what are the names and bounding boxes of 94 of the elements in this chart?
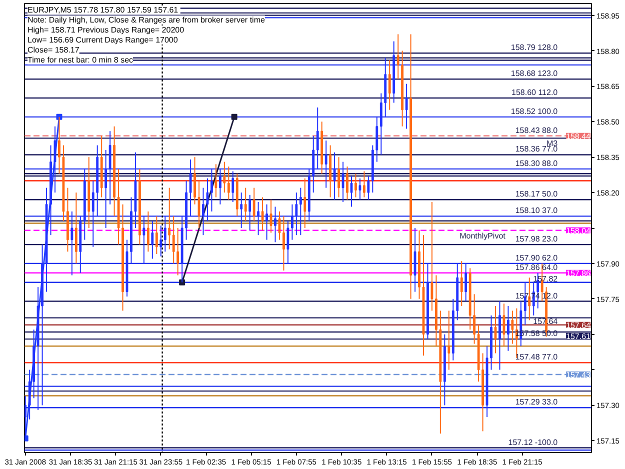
candlestick <box>494 305 497 354</box>
candlestick <box>189 158 192 217</box>
candlestick <box>354 173 357 198</box>
chart-title: EURJPY,M5 157.78 157.80 157.59 157.61 <box>28 6 179 14</box>
annotation: 157.29 33.0 <box>515 398 558 407</box>
candlestick <box>282 216 285 272</box>
candlestick <box>244 187 247 222</box>
candlestick <box>176 228 180 276</box>
candlestick <box>168 187 171 250</box>
annotation: 158.43 88.0 <box>515 126 558 135</box>
candlestick <box>257 202 260 236</box>
point <box>56 114 62 120</box>
candlestick <box>286 220 290 264</box>
candlestick <box>448 310 450 370</box>
point <box>179 279 186 286</box>
annotation: Close= 158.17 <box>28 46 80 54</box>
candlestick <box>316 106 319 170</box>
candlestick <box>414 228 416 292</box>
candlestick <box>198 180 200 228</box>
candlestick <box>151 220 154 260</box>
ref-line-label: 158.44 <box>566 132 592 141</box>
candlestick <box>160 225 162 257</box>
candlestick <box>270 199 272 234</box>
candlestick <box>498 300 501 370</box>
candlestick <box>333 152 336 200</box>
candlestick <box>261 196 264 231</box>
candlestick <box>324 140 328 188</box>
candlestick <box>502 303 506 347</box>
candlestick <box>172 216 175 264</box>
candlestick <box>346 166 348 200</box>
candlestick <box>376 116 378 162</box>
candlestick <box>146 210 150 252</box>
candlestick <box>248 194 252 231</box>
annotation: Low= 156.69 Current Days Range= 17000 <box>28 36 178 44</box>
annotation: 157.98 23.0 <box>515 234 558 244</box>
annotation: 158.30 88.0 <box>515 158 558 168</box>
ref-line-label: 157.43 <box>566 370 592 380</box>
candlestick <box>367 176 370 200</box>
candlestick <box>511 310 514 344</box>
candlestick <box>274 206 276 243</box>
candlestick <box>214 164 218 198</box>
annotation: MonthlyPivot <box>460 231 506 240</box>
candlestick <box>304 178 306 228</box>
annotation: 157.12 -100.0 <box>508 438 558 447</box>
annotation: 158.10 37.0 <box>515 206 558 216</box>
candlestick <box>74 192 78 264</box>
candlestick <box>70 210 74 276</box>
annotation: High= 158.71 Previous Days Range= 20200 <box>28 26 185 34</box>
candlestick <box>142 216 146 264</box>
annotation: 158.79 128.0 <box>510 43 558 52</box>
annotation: 157.90 62.0 <box>515 253 558 262</box>
ref-line-label: 158.04 <box>566 226 592 236</box>
candlestick <box>223 161 226 194</box>
candlestick <box>358 178 362 200</box>
ref-line-label: 157.86 <box>566 268 592 278</box>
candlestick <box>299 187 302 236</box>
annotation: 158.17 50.0 <box>515 190 558 199</box>
candlestick <box>164 216 166 252</box>
candlestick <box>295 192 298 236</box>
annotation: 158.68 123.0 <box>510 69 558 78</box>
candlestick <box>388 60 391 110</box>
candlestick <box>155 216 158 254</box>
candlestick <box>278 210 281 240</box>
ref-line-label: 157.64 <box>566 320 592 330</box>
candlestick <box>464 262 468 302</box>
annotation: 157.86 64.0 <box>515 262 558 272</box>
candlestick <box>350 176 353 208</box>
ref-line-label: 157.61 <box>566 332 592 341</box>
candlestick <box>252 187 256 222</box>
candlestick <box>507 305 510 352</box>
candlestick <box>266 204 268 240</box>
point <box>231 114 238 120</box>
candlestick <box>232 170 234 203</box>
candlestick <box>108 130 112 205</box>
annotation: 158.60 112.0 <box>512 88 558 98</box>
candlestick <box>362 170 366 198</box>
text: Note: Daily High, Low, Close & Ranges are from broker server time <box>28 16 266 24</box>
annotation: Time for nest bar: 0 min 8 sec <box>28 56 134 64</box>
candlestick <box>104 150 108 228</box>
candlestick <box>240 192 243 228</box>
annotation: 158.52 100.0 <box>510 106 558 116</box>
candlestick <box>218 168 222 205</box>
candlestick <box>460 260 463 306</box>
annotation: 158.36 77.0 <box>515 144 558 154</box>
candlestick <box>405 83 408 130</box>
candlestick <box>430 202 434 312</box>
candlestick <box>290 204 294 240</box>
candlestick <box>342 161 344 203</box>
candlestick <box>338 156 340 198</box>
candlestick <box>194 156 196 205</box>
annotation: 157.48 77.0 <box>515 352 558 362</box>
candlestick <box>206 178 209 222</box>
candlestick <box>92 180 94 248</box>
candlestick <box>227 166 230 200</box>
